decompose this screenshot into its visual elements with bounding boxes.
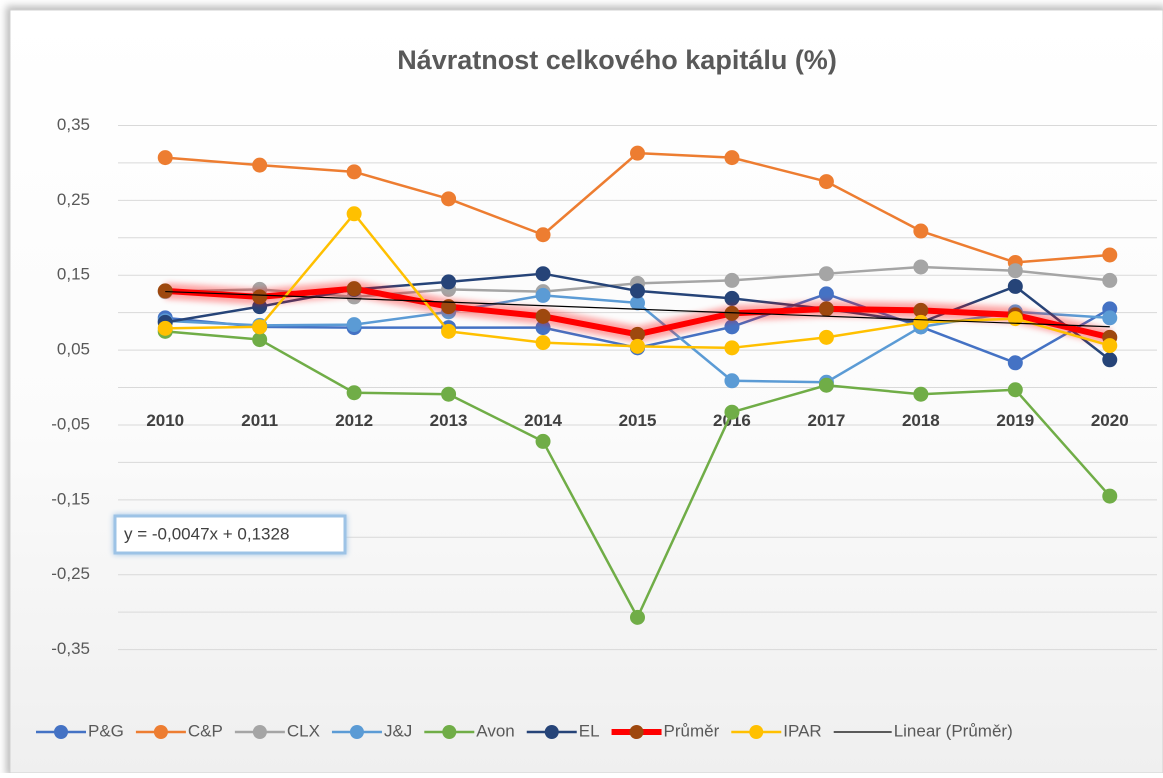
point <box>913 223 929 239</box>
point <box>724 373 740 389</box>
legend: P&G C&P CLX J&J Avon EL Průměr IPAR Linear (Prům… <box>36 721 1013 740</box>
legend-label: C&P <box>188 721 223 740</box>
point <box>441 191 457 207</box>
point <box>535 433 551 449</box>
point <box>630 283 645 299</box>
point <box>441 386 457 402</box>
point <box>1007 382 1023 398</box>
x-tick-label: 2020 <box>1091 411 1129 430</box>
legend-marker <box>54 725 68 739</box>
x-tick-label: 2016 <box>713 411 751 430</box>
point <box>724 150 740 166</box>
point <box>724 290 740 306</box>
point <box>724 404 740 420</box>
x-tick-label: 2011 <box>241 411 278 430</box>
y-tick-label: -0,15 <box>51 489 90 508</box>
point <box>724 340 740 356</box>
legend-marker <box>544 725 559 739</box>
point <box>913 259 929 275</box>
x-tick-label: 2018 <box>902 411 940 430</box>
legend-label: Průměr <box>664 721 720 740</box>
point <box>441 299 457 315</box>
point <box>630 338 645 354</box>
point <box>252 332 268 348</box>
legend-label: P&G <box>88 721 124 740</box>
point <box>630 609 645 625</box>
point <box>157 283 173 299</box>
legend-marker <box>252 725 267 739</box>
point <box>818 266 834 282</box>
point <box>818 377 834 393</box>
y-tick-label: 0,15 <box>57 265 90 284</box>
point <box>1007 263 1023 279</box>
point <box>818 301 834 317</box>
x-tick-label: 2012 <box>335 411 373 430</box>
point <box>724 272 740 288</box>
y-tick-label: -0,05 <box>51 414 90 433</box>
point <box>346 281 362 297</box>
legend-marker <box>442 725 457 739</box>
point <box>346 385 362 401</box>
x-tick-label: 2019 <box>996 411 1034 430</box>
point <box>1102 352 1118 368</box>
legend-marker <box>629 725 644 739</box>
legend-label: J&J <box>384 721 412 740</box>
point <box>1007 278 1023 294</box>
x-tick-label: 2017 <box>807 411 845 430</box>
point <box>346 206 362 222</box>
point <box>535 227 551 243</box>
point <box>535 266 551 282</box>
point <box>346 317 362 333</box>
point <box>535 335 551 351</box>
y-tick-label: -0,35 <box>51 639 90 658</box>
trendline <box>165 290 1110 328</box>
plot <box>157 145 1118 625</box>
point <box>1102 488 1118 504</box>
point <box>252 157 268 173</box>
point <box>157 150 173 166</box>
point <box>1102 310 1118 326</box>
point <box>818 329 834 345</box>
legend-label: CLX <box>287 721 320 740</box>
point <box>913 314 929 330</box>
legend-marker <box>349 725 364 739</box>
x-tick-label: 2013 <box>430 411 468 430</box>
chart-title: Návratnost celkového kapitálu (%) <box>397 45 837 75</box>
point <box>535 308 551 324</box>
x-tick-label: 2015 <box>619 411 657 430</box>
point <box>1007 311 1023 327</box>
y-tick-label: 0,05 <box>57 340 90 359</box>
point <box>1102 272 1118 288</box>
point <box>1102 338 1118 354</box>
point <box>441 323 457 339</box>
point <box>1102 247 1118 263</box>
legend-marker <box>153 725 168 739</box>
y-tick-label: 0,25 <box>57 190 90 209</box>
trendline-label: y = -0,0047x + 0,1328 <box>124 524 289 543</box>
legend-marker <box>749 725 764 739</box>
point <box>818 286 834 302</box>
point <box>535 287 551 303</box>
legend-label: Linear (Průměr) <box>894 721 1013 740</box>
point <box>630 145 645 161</box>
point <box>818 174 834 190</box>
y-tick-label: -0,25 <box>51 564 90 583</box>
point <box>1007 355 1023 371</box>
legend-label: IPAR <box>783 721 821 740</box>
point <box>913 386 929 402</box>
point <box>252 289 268 305</box>
point <box>441 274 457 290</box>
point <box>252 319 268 335</box>
legend-label: Avon <box>476 721 514 740</box>
point <box>157 320 173 336</box>
trendline-label-box <box>113 514 347 555</box>
x-tick-label: 2014 <box>524 411 562 430</box>
legend-label: EL <box>579 721 600 740</box>
point <box>346 164 362 180</box>
y-tick-label: 0,35 <box>57 115 90 134</box>
x-tick-label: 2010 <box>146 411 184 430</box>
